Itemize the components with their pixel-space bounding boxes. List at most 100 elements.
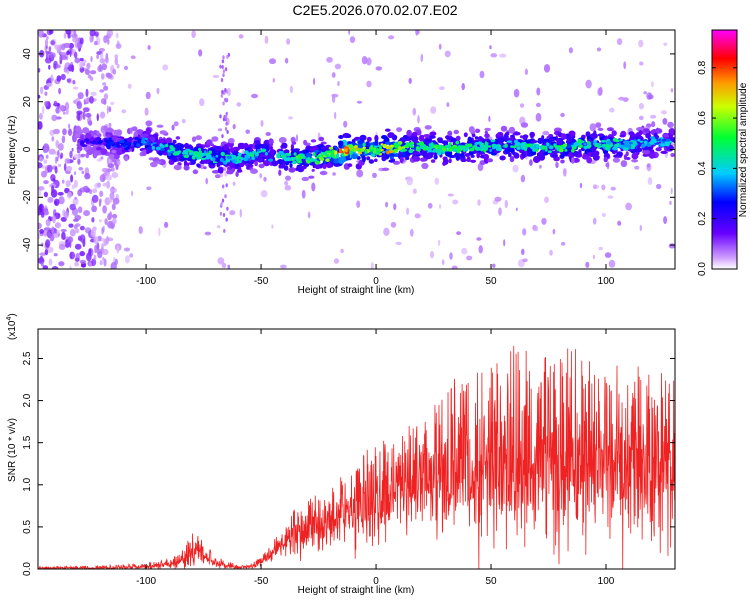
spectrogram-band-blob	[548, 134, 554, 138]
spectrogram-noise-blob	[224, 127, 228, 131]
spectrogram-noise-blob	[48, 258, 53, 266]
spectrogram-ridge-blob	[360, 148, 366, 151]
spectrogram-ridge-blob	[464, 146, 470, 150]
spectrogram-noise-blob	[489, 45, 492, 50]
spectrogram-noise-blob	[492, 263, 496, 268]
spectrogram-ridge-blob	[189, 151, 192, 156]
spectrogram-noise-blob	[78, 167, 84, 171]
spectrogram-ridge-blob	[212, 161, 217, 164]
spectrogram-band-blob	[503, 133, 509, 141]
spectrogram-ridge-blob	[338, 150, 344, 154]
spectrogram-band-blob	[433, 154, 438, 160]
spectrogram-noise-blob	[499, 53, 507, 58]
spectrogram-band-blob	[319, 170, 328, 176]
spectrogram-band-blob	[172, 139, 177, 144]
spectrogram-band-blob	[423, 134, 431, 138]
spectrogram-noise-blob	[38, 222, 42, 229]
spectrogram-ridge-blob	[220, 151, 225, 157]
spectrogram-noise-blob	[109, 211, 113, 220]
spectrogram-noise-blob	[60, 229, 67, 232]
spectrogram-noise-blob	[65, 107, 69, 115]
spectrogram-noise-blob	[101, 167, 109, 173]
spectrogram-noise-blob	[39, 229, 45, 234]
spectrogram-noise-blob	[74, 257, 80, 262]
spectrogram-noise-blob	[669, 200, 672, 205]
spectrogram-ridge-blob	[489, 148, 493, 152]
spectrogram-noise-blob	[651, 81, 654, 88]
spectrogram-noise-blob	[57, 149, 60, 158]
spectrogram-ridge-blob	[95, 142, 98, 145]
spectrogram-band-blob	[254, 143, 262, 150]
spectrogram-band-blob	[171, 157, 178, 163]
spectrogram-noise-blob	[311, 182, 316, 192]
spectrogram-band-blob	[203, 166, 207, 170]
spectrogram-ridge-blob	[318, 156, 324, 160]
spectrogram-band-blob	[115, 129, 123, 136]
spectrogram-ridge-blob	[571, 144, 574, 147]
colorbar-tick-label: 0.8	[697, 60, 708, 74]
spectrogram-band-blob	[357, 142, 364, 149]
spectrogram-noise-blob	[131, 190, 134, 197]
spectrogram-band-blob	[338, 135, 344, 139]
spectrogram-noise-blob	[284, 57, 289, 64]
spectrogram-band-blob	[385, 141, 391, 145]
spectrogram-noise-blob	[111, 172, 119, 179]
spectrogram-ridge-blob	[573, 142, 579, 147]
spectrogram-y-tick-label: -40	[22, 237, 33, 252]
spectrogram-band-blob	[447, 130, 453, 137]
spectrogram-noise-blob	[513, 88, 520, 98]
spectrogram-ridge-blob	[344, 148, 348, 153]
spectrogram-noise-blob	[38, 162, 43, 169]
spectrogram-noise-blob	[58, 196, 65, 205]
spectrogram-noise-blob	[129, 253, 134, 258]
spectrogram-noise-blob	[420, 53, 424, 63]
spectrogram-noise-blob	[40, 261, 44, 267]
spectrogram-ridge-blob	[364, 149, 368, 155]
spectrogram-ridge-blob	[634, 141, 637, 145]
spectrogram-band-blob	[149, 136, 155, 142]
spectrogram-ridge-blob	[612, 138, 618, 142]
spectrogram-noise-blob	[110, 167, 115, 172]
spectrogram-noise-blob	[58, 243, 66, 250]
spectrogram-noise-blob	[57, 163, 62, 167]
colorbar: 0.0 0.2 0.4 0.6 0.8 Normalized spectral ampl…	[697, 29, 749, 276]
spectrogram-ridge-blob	[615, 144, 619, 148]
spectrogram-noise-blob	[99, 89, 105, 93]
spectrogram-noise-blob	[259, 173, 263, 179]
spectrogram-noise-blob	[414, 213, 421, 219]
spectrogram-ridge-blob	[249, 152, 252, 156]
spectrogram-noise-blob	[449, 252, 453, 260]
spectrogram-ridge-blob	[583, 143, 587, 146]
spectrogram-noise-blob	[48, 64, 51, 70]
spectrogram-noise-blob	[388, 35, 395, 40]
spectrogram-band-blob	[82, 127, 90, 134]
spectrogram-band-blob	[606, 127, 614, 132]
spectrogram-ridge-blob	[123, 143, 130, 146]
spectrogram-noise-blob	[58, 261, 65, 267]
spectrogram-noise-blob	[77, 189, 83, 197]
spectrogram-noise-blob	[96, 113, 100, 122]
spectrogram-noise-blob	[616, 38, 623, 46]
spectrogram-noise-blob	[69, 265, 72, 269]
spectrogram-noise-blob	[82, 107, 90, 113]
spectrogram-noise-blob	[227, 264, 231, 269]
spectrogram-band-blob	[399, 156, 404, 163]
spectrogram-noise-blob	[99, 53, 104, 60]
spectrogram-noise-blob	[84, 69, 90, 75]
spectrogram-ridge-blob	[260, 149, 266, 153]
spectrogram-band-blob	[497, 136, 502, 143]
spectrogram-band-blob	[387, 132, 395, 139]
spectrogram-noise-blob	[639, 61, 644, 66]
spectrogram-noise-blob	[239, 208, 242, 218]
spectrogram-ridge-blob	[133, 143, 137, 148]
spectrogram-noise-blob	[515, 207, 518, 211]
spectrogram-ridge-blob	[267, 158, 274, 162]
spectrogram-noise-blob	[53, 198, 60, 206]
spectrogram-y-ticks: -40 -20 0 20 40	[22, 48, 675, 252]
spectrogram-noise-blob	[103, 99, 107, 105]
spectrogram-noise-blob	[38, 121, 43, 130]
spectrogram-noise-blob	[88, 248, 92, 254]
spectrogram-band-blob	[410, 135, 419, 143]
spectrogram-noise-blob	[289, 85, 294, 94]
spectrogram-band-blob	[374, 140, 379, 146]
